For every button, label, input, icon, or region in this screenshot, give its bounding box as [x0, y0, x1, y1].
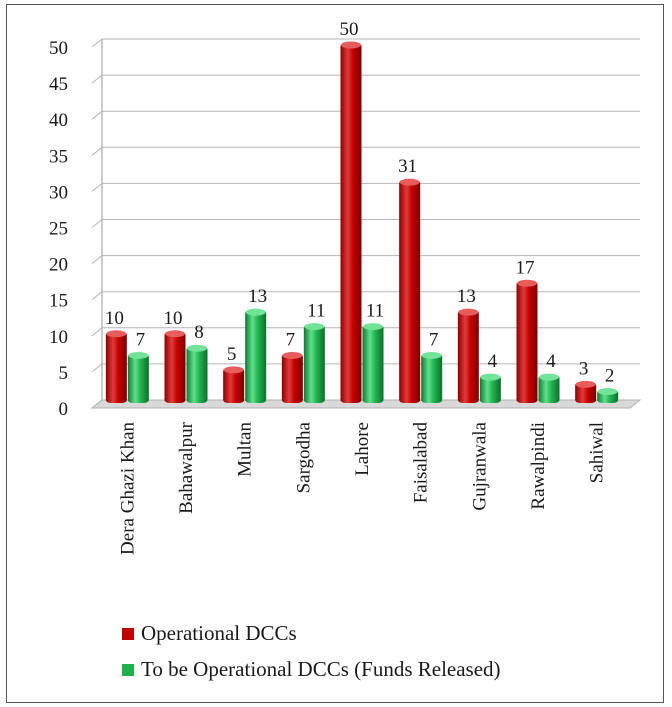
y-tick-label: 35 [49, 146, 68, 167]
category-label: Gujranwala [469, 421, 490, 510]
y-tick-label: 30 [49, 182, 68, 203]
bar-operational [516, 281, 538, 403]
data-label: 7 [136, 329, 146, 350]
legend: Operational DCCs To be Operational DCCs (… [122, 621, 501, 681]
y-tick-label: 0 [59, 399, 69, 420]
data-label: 5 [227, 344, 237, 365]
data-label: 17 [516, 257, 535, 278]
category-label: Lahore [352, 422, 373, 476]
data-label: 10 [164, 308, 183, 329]
legend-swatch [122, 664, 134, 676]
bar-operational [340, 43, 362, 403]
bar-to-be-operational [303, 324, 325, 403]
bar-operational [164, 331, 186, 403]
bar-to-be-operational [479, 375, 501, 403]
data-label: 50 [340, 19, 359, 40]
data-label: 13 [457, 286, 476, 307]
bar-top [187, 344, 207, 352]
gridline-side [91, 291, 103, 301]
bar-top [517, 279, 537, 287]
data-label: 11 [307, 301, 325, 322]
y-tick-label: 5 [59, 363, 69, 384]
category-label: Multan [235, 422, 256, 477]
bar-top [421, 351, 442, 359]
y-tick-label: 50 [49, 38, 68, 59]
gridline-side [91, 183, 103, 192]
gridline-side [91, 255, 103, 264]
data-label: 13 [248, 286, 267, 307]
gridline-side [91, 327, 103, 337]
gridline-side [91, 363, 103, 373]
bar-operational [223, 367, 245, 403]
data-labels: 10 7 10 8 5 13 7 11 50 11 31 7 13 4 17 4 3 2 [105, 19, 615, 387]
data-label: 31 [398, 156, 417, 177]
y-tick-label: 10 [49, 327, 68, 348]
bar-operational [457, 310, 479, 403]
category-labels: Dera Ghazi Khan Bahawalpur Multan Sargodha L… [117, 421, 607, 555]
gridline-side [91, 146, 103, 156]
bar-to-be-operational [362, 324, 384, 403]
data-label: 7 [286, 329, 296, 350]
data-label: 8 [194, 322, 204, 343]
category-label: Rawalpindi [528, 422, 549, 510]
data-label: 10 [105, 308, 124, 329]
y-tick-label: 40 [49, 110, 68, 131]
bar-top [539, 373, 559, 381]
data-label: 11 [366, 301, 384, 322]
bar-to-be-operational [538, 375, 560, 403]
y-tick-label: 45 [49, 74, 68, 95]
data-label: 3 [579, 358, 589, 379]
bar-top [399, 178, 420, 186]
bar-operational [105, 331, 127, 403]
bar-top [282, 351, 303, 359]
y-tick-label: 15 [49, 291, 68, 312]
legend-swatch [122, 628, 134, 640]
bar-top [575, 380, 596, 388]
y-axis-tick-labels: 0 5 10 15 20 25 30 35 40 45 50 [49, 38, 68, 420]
bar-top [480, 373, 501, 381]
legend-label: To be Operational DCCs (Funds Released) [141, 657, 501, 681]
data-label: 4 [488, 351, 498, 372]
bar-operational [281, 353, 303, 403]
data-label: 4 [546, 351, 556, 372]
gridline-side [91, 38, 103, 48]
y-tick-label: 20 [49, 255, 68, 276]
y-tick-label: 25 [49, 219, 68, 240]
bar-to-be-operational [127, 353, 149, 403]
bar-top [128, 351, 149, 359]
legend-label: Operational DCCs [141, 621, 297, 645]
gridline-side [91, 219, 103, 228]
data-label: 2 [605, 366, 615, 387]
category-label: Dera Ghazi Khan [117, 422, 138, 555]
category-label: Faisalabad [411, 422, 432, 504]
bars [105, 41, 619, 403]
gridline-side [91, 110, 103, 120]
bar-operational [575, 382, 597, 403]
bar-top [165, 330, 185, 338]
bar-to-be-operational [245, 310, 267, 403]
category-label: Bahawalpur [176, 421, 197, 513]
bar-to-be-operational [421, 353, 443, 403]
category-label: Sahiwal [587, 422, 608, 483]
bar-top [245, 308, 266, 316]
gridline-side [91, 74, 103, 84]
bar-to-be-operational [186, 346, 208, 403]
bar-top [223, 366, 244, 374]
bar-top [597, 388, 618, 396]
data-label: 7 [429, 329, 439, 350]
bar-top [106, 330, 127, 338]
bar-top [304, 323, 325, 331]
bar-top [363, 323, 383, 331]
category-label: Sargodha [293, 421, 314, 493]
bar-top [458, 308, 479, 316]
bar-top [341, 41, 361, 49]
bar-operational [399, 180, 421, 403]
